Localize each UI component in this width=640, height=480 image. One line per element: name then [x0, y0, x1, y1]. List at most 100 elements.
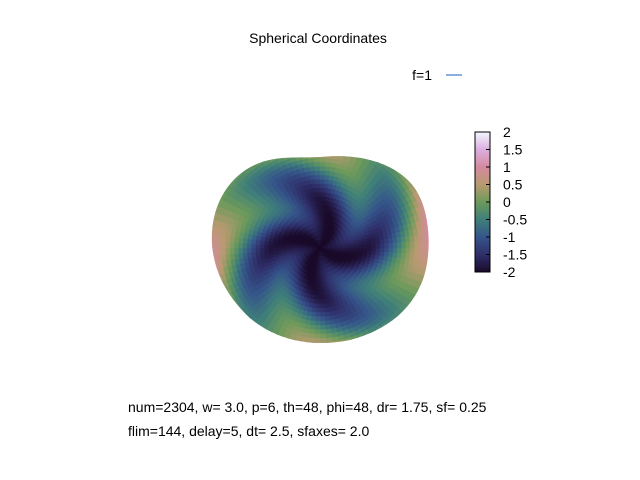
surface-cell: [311, 183, 317, 189]
surface-cell: [242, 242, 248, 249]
colorbar-tick-label: -1: [503, 229, 516, 245]
surface-cell: [312, 191, 317, 198]
surface-cell: [313, 157, 321, 163]
surface-cell: [326, 149, 333, 154]
surface-cell: [316, 200, 321, 206]
colorbar-tick-label: -2: [503, 264, 516, 280]
surface-cell: [294, 339, 302, 344]
surface-cell: [320, 140, 327, 145]
surface-cell: [347, 144, 355, 150]
surface-cell: [345, 341, 354, 344]
surface-cell: [418, 247, 424, 256]
surface-cell: [306, 341, 315, 344]
surface-cell: [344, 156, 353, 159]
surface-cell: [305, 355, 313, 360]
surface-cell: [238, 315, 248, 325]
surface-cell: [319, 178, 325, 184]
surface-cell: [351, 156, 360, 157]
surface-cell: [388, 247, 394, 254]
surface-cell: [362, 244, 368, 249]
surface-cell: [319, 312, 325, 318]
surface-cell: [211, 268, 217, 278]
surface-cell: [216, 288, 224, 298]
surface-cell: [414, 241, 420, 249]
surface-cell: [306, 351, 313, 356]
surface-cell: [242, 247, 248, 254]
surface-cell: [259, 333, 269, 342]
surface-cell: [365, 156, 375, 159]
surface-cell: [325, 341, 334, 344]
surface-cell: [216, 240, 222, 249]
surface-cell: [306, 141, 313, 146]
surface-cell: [212, 261, 219, 270]
surface-cell: [251, 332, 261, 342]
surface-cell: [400, 313, 410, 323]
surface-cell: [348, 140, 356, 146]
surface-cell: [392, 247, 398, 254]
surface-cell: [319, 294, 324, 301]
surface-cell: [314, 320, 321, 326]
surface-cell: [331, 156, 339, 160]
surface-cell: [320, 136, 327, 141]
surface-cell: [293, 344, 301, 350]
surface-cell: [313, 356, 320, 361]
surface-cell: [316, 204, 321, 210]
surface-cell: [299, 141, 307, 146]
surface-cell: [375, 243, 381, 249]
colorbar: 2 1.51 0.50 -0.5-1 -1.5-2: [474, 124, 527, 280]
surface-cell: [426, 254, 429, 263]
surface-cell: [422, 240, 429, 249]
surface-cell: [382, 325, 392, 334]
surface-cell: [271, 145, 279, 152]
surface-cell: [319, 337, 327, 344]
surface-cell: [397, 247, 403, 254]
surface-cell: [320, 351, 327, 356]
surface-cell: [257, 337, 267, 344]
surface-cell: [313, 136, 320, 141]
surface-cell: [320, 149, 327, 154]
surface-cell: [319, 282, 323, 288]
surface-cell: [255, 251, 261, 257]
surface-cell: [259, 247, 265, 253]
surface-cell: [319, 277, 323, 283]
surface-cell: [271, 340, 281, 344]
surface-cell: [368, 148, 376, 155]
surface-cell: [319, 156, 327, 159]
surface-cell: [333, 146, 340, 151]
surface-cell: [237, 242, 243, 249]
annotation-line-2: flim=144, delay=5, dt= 2.5, sfaxes= 2.0: [128, 423, 369, 439]
surface-cell: [425, 261, 429, 271]
surface-cell: [263, 340, 273, 344]
surface-cell: [277, 142, 285, 149]
surface-cell: [246, 242, 252, 249]
surface-cell: [211, 247, 218, 256]
surface-cell: [323, 298, 328, 305]
surface-cell: [319, 299, 325, 305]
surface-cell: [340, 348, 348, 354]
annotation-line-1: num=2304, w= 3.0, p=6, th=48, phi=48, dr…: [128, 399, 487, 415]
surface-cell: [300, 340, 308, 344]
surface-cell: [371, 247, 377, 253]
surface-cell: [319, 307, 325, 313]
surface-cell: [319, 316, 326, 322]
surface-cell: [292, 348, 300, 354]
surface-cell: [263, 251, 270, 256]
surface-cell: [384, 243, 390, 249]
surface-cell: [284, 350, 292, 356]
surface-cell: [243, 320, 253, 330]
surface-cell: [255, 243, 261, 249]
surface-cell: [371, 333, 381, 342]
surface-cell: [220, 241, 226, 249]
colorbar-tick-label: -1.5: [503, 247, 527, 263]
surface-cell: [291, 352, 299, 358]
surface-cell: [370, 240, 377, 245]
surface-cell: [224, 247, 231, 255]
surface-cell: [376, 329, 387, 338]
surface-cell: [348, 350, 356, 356]
surface-cell: [315, 312, 321, 318]
surface-cell: [320, 347, 327, 352]
surface-cell: [319, 161, 326, 167]
surface-cell: [427, 240, 429, 249]
surface-cell: [317, 213, 321, 219]
surface-cell: [250, 247, 256, 253]
